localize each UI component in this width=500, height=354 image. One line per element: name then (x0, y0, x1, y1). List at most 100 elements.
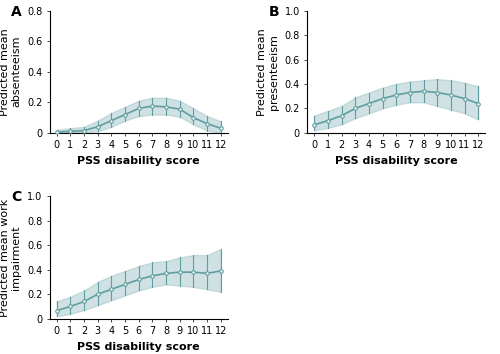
Point (77, 294, 85, 299)
Point (190, 61, 198, 67)
Point (56, 127, 64, 133)
Point (78, 306, 86, 312)
Point (214, 127, 222, 133)
Point (163, 80, 171, 85)
Point (94, 303, 102, 309)
Point (436, 21, 444, 27)
Y-axis label: Predicted mean
presenteeism: Predicted mean presenteeism (258, 28, 279, 116)
Point (134, 297, 141, 303)
Point (122, 98, 130, 104)
X-axis label: PSS disability score: PSS disability score (78, 156, 200, 166)
Point (162, 279, 170, 285)
Point (446, 33, 454, 39)
Point (314, 81, 322, 87)
Point (190, 221, 198, 226)
Point (420, 120, 428, 126)
Point (186, 267, 194, 273)
Point (192, 299, 200, 304)
Point (203, 96, 211, 102)
Point (106, 82, 114, 88)
Point (363, 105, 371, 111)
Point (148, 279, 156, 285)
Point (120, 249, 128, 254)
Point (106, 269, 114, 275)
Point (203, 264, 211, 270)
Point (408, 108, 416, 114)
Point (159, 96, 167, 102)
Point (448, 99, 456, 105)
Point (218, 249, 226, 254)
Point (436, 103, 444, 109)
Point (322, 108, 330, 114)
Point (90, 118, 98, 124)
Point (220, 86, 228, 91)
Point (202, 125, 210, 131)
Point (362, 58, 370, 64)
Point (136, 281, 143, 287)
Point (377, 120, 385, 126)
Point (473, 69, 481, 75)
Text: B: B (268, 5, 279, 18)
Point (94, 127, 102, 133)
Point (215, 22, 223, 27)
Point (476, 115, 484, 121)
Point (150, 264, 158, 270)
Point (200, 236, 208, 242)
Point (406, 51, 414, 56)
Point (352, 124, 360, 130)
Point (95, 122, 103, 128)
Point (146, 67, 154, 73)
X-axis label: PSS disability score: PSS disability score (78, 342, 200, 352)
Point (52, 313, 60, 319)
Point (106, 264, 114, 270)
Point (334, 120, 342, 126)
Point (179, 52, 187, 58)
Point (464, 51, 471, 56)
Text: C: C (11, 190, 21, 204)
Point (150, 87, 158, 93)
Point (56, 267, 64, 273)
Point (406, 120, 413, 126)
Point (122, 269, 130, 275)
Point (162, 115, 170, 120)
Y-axis label: Predicted mean
absenteeism: Predicted mean absenteeism (0, 28, 22, 116)
Point (326, 125, 334, 131)
Point (68, 311, 76, 316)
Point (404, 93, 412, 99)
Point (179, 208, 187, 214)
Point (202, 299, 210, 304)
Point (106, 89, 114, 95)
Point (340, 110, 348, 116)
Point (348, 115, 356, 121)
Point (120, 286, 128, 292)
Point (146, 224, 154, 230)
Point (322, 124, 330, 130)
X-axis label: PSS disability score: PSS disability score (335, 156, 458, 166)
Point (362, 91, 370, 97)
Point (110, 103, 118, 108)
Text: A: A (11, 5, 22, 18)
Point (179, 98, 187, 104)
Point (174, 118, 182, 124)
Point (64, 291, 72, 297)
Point (378, 99, 386, 105)
Point (458, 103, 466, 109)
Point (67, 297, 75, 303)
Point (148, 115, 156, 120)
Point (192, 124, 200, 130)
Point (377, 32, 385, 38)
Point (216, 230, 224, 236)
Point (188, 285, 196, 291)
Point (418, 32, 426, 38)
Point (472, 125, 480, 131)
Point (159, 262, 167, 268)
Point (420, 91, 428, 97)
Point (120, 81, 128, 87)
Point (474, 47, 482, 52)
Y-axis label: Predicted mean work
impairment: Predicted mean work impairment (0, 198, 22, 316)
Point (78, 129, 86, 134)
Point (174, 297, 182, 303)
Point (110, 301, 118, 307)
Point (162, 104, 170, 110)
Point (392, 70, 400, 76)
